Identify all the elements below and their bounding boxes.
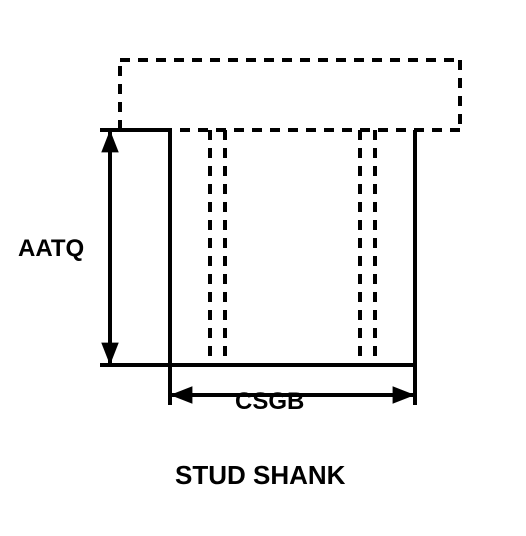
diagram-title: STUD SHANK <box>175 460 345 491</box>
dimension-label-vertical: AATQ <box>18 235 84 263</box>
diagram-svg <box>0 0 526 531</box>
dimension-label-horizontal: CSGB <box>235 388 304 416</box>
stud-shank-diagram: AATQ CSGB STUD SHANK <box>0 0 526 531</box>
